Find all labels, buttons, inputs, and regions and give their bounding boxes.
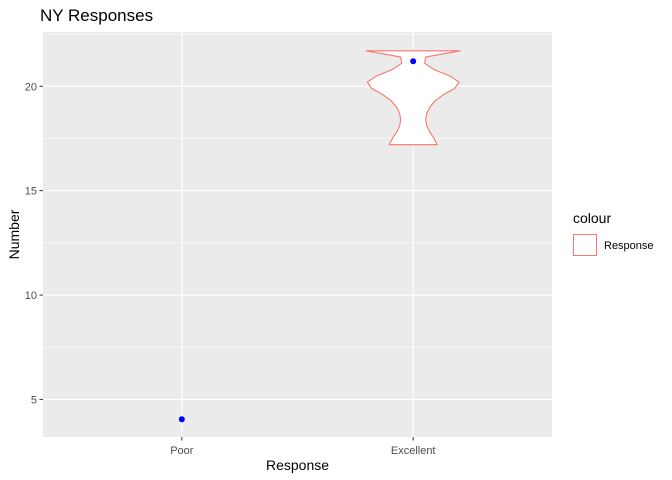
point-excellent (410, 58, 417, 65)
point-poor (178, 416, 185, 423)
legend-key (573, 234, 597, 256)
x-axis-title: Response (266, 457, 329, 473)
plot-panel (43, 32, 552, 437)
x-tick-label: Poor (170, 445, 194, 457)
y-tick-label: 20 (25, 81, 37, 93)
grid-major (43, 32, 552, 437)
marks (178, 50, 461, 423)
y-tick-label: 10 (25, 290, 37, 302)
legend-label-response: Response (604, 240, 654, 252)
y-tick-label: 15 (25, 186, 37, 198)
legend: colour Response (573, 210, 654, 256)
x-tick-label: Excellent (391, 445, 436, 457)
chart-title: NY Responses (40, 6, 153, 25)
violin-excellent (365, 50, 461, 146)
y-tick-label: 5 (31, 394, 37, 406)
legend-title: colour (573, 210, 611, 226)
ticks: 5 10 15 20 Poor Excellent (25, 81, 436, 457)
y-axis-title: Number (6, 209, 22, 259)
grid-minor (43, 33, 552, 348)
